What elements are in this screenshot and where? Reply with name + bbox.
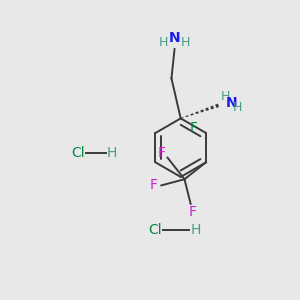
- Text: N: N: [169, 31, 180, 45]
- Text: H: H: [233, 101, 242, 114]
- Text: H: H: [159, 36, 168, 50]
- Text: F: F: [158, 146, 165, 160]
- Text: F: F: [150, 178, 158, 192]
- Text: H: H: [190, 223, 200, 237]
- Text: H: H: [181, 36, 190, 50]
- Text: Cl: Cl: [148, 223, 162, 237]
- Text: H: H: [107, 146, 117, 160]
- Text: H: H: [221, 90, 230, 103]
- Text: N: N: [226, 96, 237, 110]
- Text: Cl: Cl: [71, 146, 85, 160]
- Text: F: F: [190, 122, 198, 135]
- Text: F: F: [188, 205, 196, 219]
